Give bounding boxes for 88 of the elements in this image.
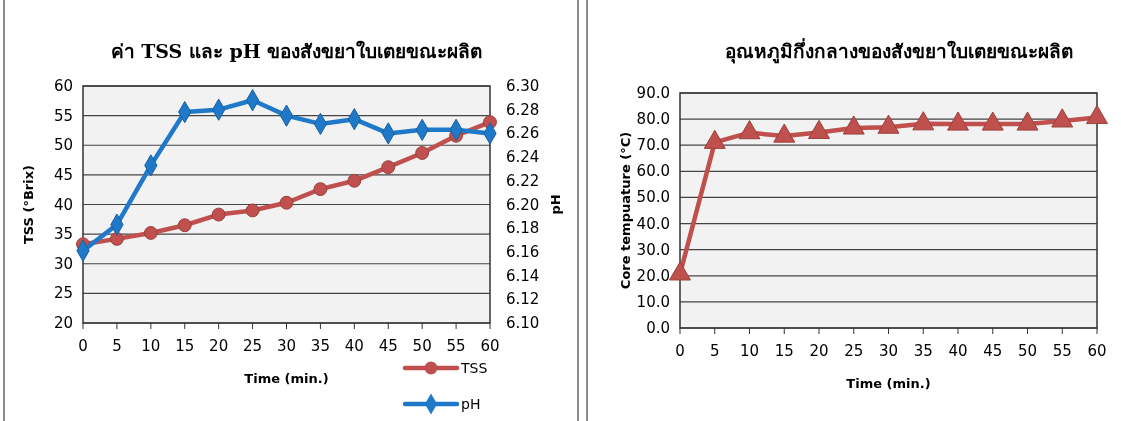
point [347,173,362,188]
x-tick-label: 55 [446,337,466,355]
x-tick-label: 35 [913,342,933,360]
y-tick-label: 20.0 [636,266,670,285]
point [177,218,192,233]
y-tick-label: 60 [53,77,73,95]
x-tick-label: 40 [948,342,968,360]
y-tick-label: 25 [53,284,73,303]
chart-title: ค่า TSS และ pH ของสังขยาใบเตยขณะผลิต [110,40,483,62]
y-tick-label: 30 [53,254,73,273]
x-tick-label: 0 [78,337,88,355]
y-tick-label: 80.0 [636,110,670,129]
point [1016,111,1039,131]
x-tick-label: 50 [1017,342,1038,360]
y-tick-label: 35 [53,225,73,244]
x-tick-label: 30 [276,337,297,355]
x-tick-label: 15 [774,342,794,360]
chart-title: อุณหภูมิกึ่งกลางของสังขยาใบเตยขณะผลิต [724,38,1073,64]
point [947,111,969,131]
x-tick-label: 5 [112,337,122,355]
legend-label: pH [461,396,481,412]
x-tick-label: 5 [709,342,720,360]
point [703,129,726,149]
x-tick-label: 25 [844,342,864,360]
x-tick-label: 0 [675,342,685,360]
y2-tick-label: 6.26 [506,124,540,143]
x-tick-label: 40 [344,337,364,355]
point [211,207,226,222]
x-axis-title: Time (min.) [244,371,329,386]
point [381,160,396,175]
point [1086,104,1108,125]
x-tick-label: 10 [739,342,760,360]
y-tick-label: 60.0 [636,162,670,181]
y2-tick-label: 6.30 [506,77,540,95]
legend-label: TSS [460,360,488,376]
y2-axis-title: pH [548,194,563,215]
point [669,261,691,281]
y2-tick-label: 6.16 [506,242,540,261]
point [143,226,158,240]
y-tick-label: 30.0 [636,240,670,259]
x-tick-label: 50 [412,337,432,355]
x-tick-label: 60 [480,337,500,355]
x-tick-label: 45 [983,342,1003,360]
point [773,123,796,143]
y2-tick-label: 6.12 [506,290,540,309]
y2-tick-label: 6.24 [506,148,540,167]
y2-tick-label: 6.14 [506,266,540,285]
y2-tick-label: 6.10 [506,314,540,332]
x-tick-label: 15 [175,337,195,355]
x-tick-label: 60 [1087,342,1107,360]
y-axis-title: Core tempuature (°C) [618,131,633,290]
point [1051,108,1074,128]
point [109,231,124,246]
y2-tick-label: 6.22 [506,171,540,190]
y-axis-title: TSS (°Brix) [21,164,36,245]
y-tick-label: 20 [53,314,73,332]
x-tick-label: 30 [878,342,899,360]
point [877,114,900,134]
point [738,120,761,140]
y2-tick-label: 6.28 [506,100,540,119]
point [313,182,328,197]
point [981,111,1004,131]
x-tick-label: 55 [1052,342,1072,360]
y-tick-label: 40 [53,195,73,214]
point [245,203,260,218]
point [912,111,935,131]
y2-tick-label: 6.20 [506,195,540,214]
x-axis-title: Time (min.) [846,376,931,391]
y-tick-label: 0.0 [646,319,670,337]
y-tick-label: 40.0 [636,214,670,233]
y2-tick-label: 6.18 [506,219,540,238]
y-tick-label: 55 [53,106,73,125]
point [808,119,830,139]
y-tick-label: 50 [53,136,73,155]
point [279,195,294,210]
y-tick-label: 90.0 [636,84,670,102]
y-tick-label: 45 [53,165,73,184]
x-tick-label: 45 [378,337,398,355]
y-tick-label: 70.0 [636,136,670,155]
x-tick-label: 10 [141,337,161,355]
x-tick-label: 35 [310,337,330,355]
x-tick-label: 25 [243,337,263,355]
x-tick-label: 20 [209,337,229,355]
y-tick-label: 50.0 [636,188,670,207]
point [842,115,865,135]
point [415,146,430,160]
x-tick-label: 20 [809,342,829,360]
y-tick-label: 10.0 [636,292,670,311]
